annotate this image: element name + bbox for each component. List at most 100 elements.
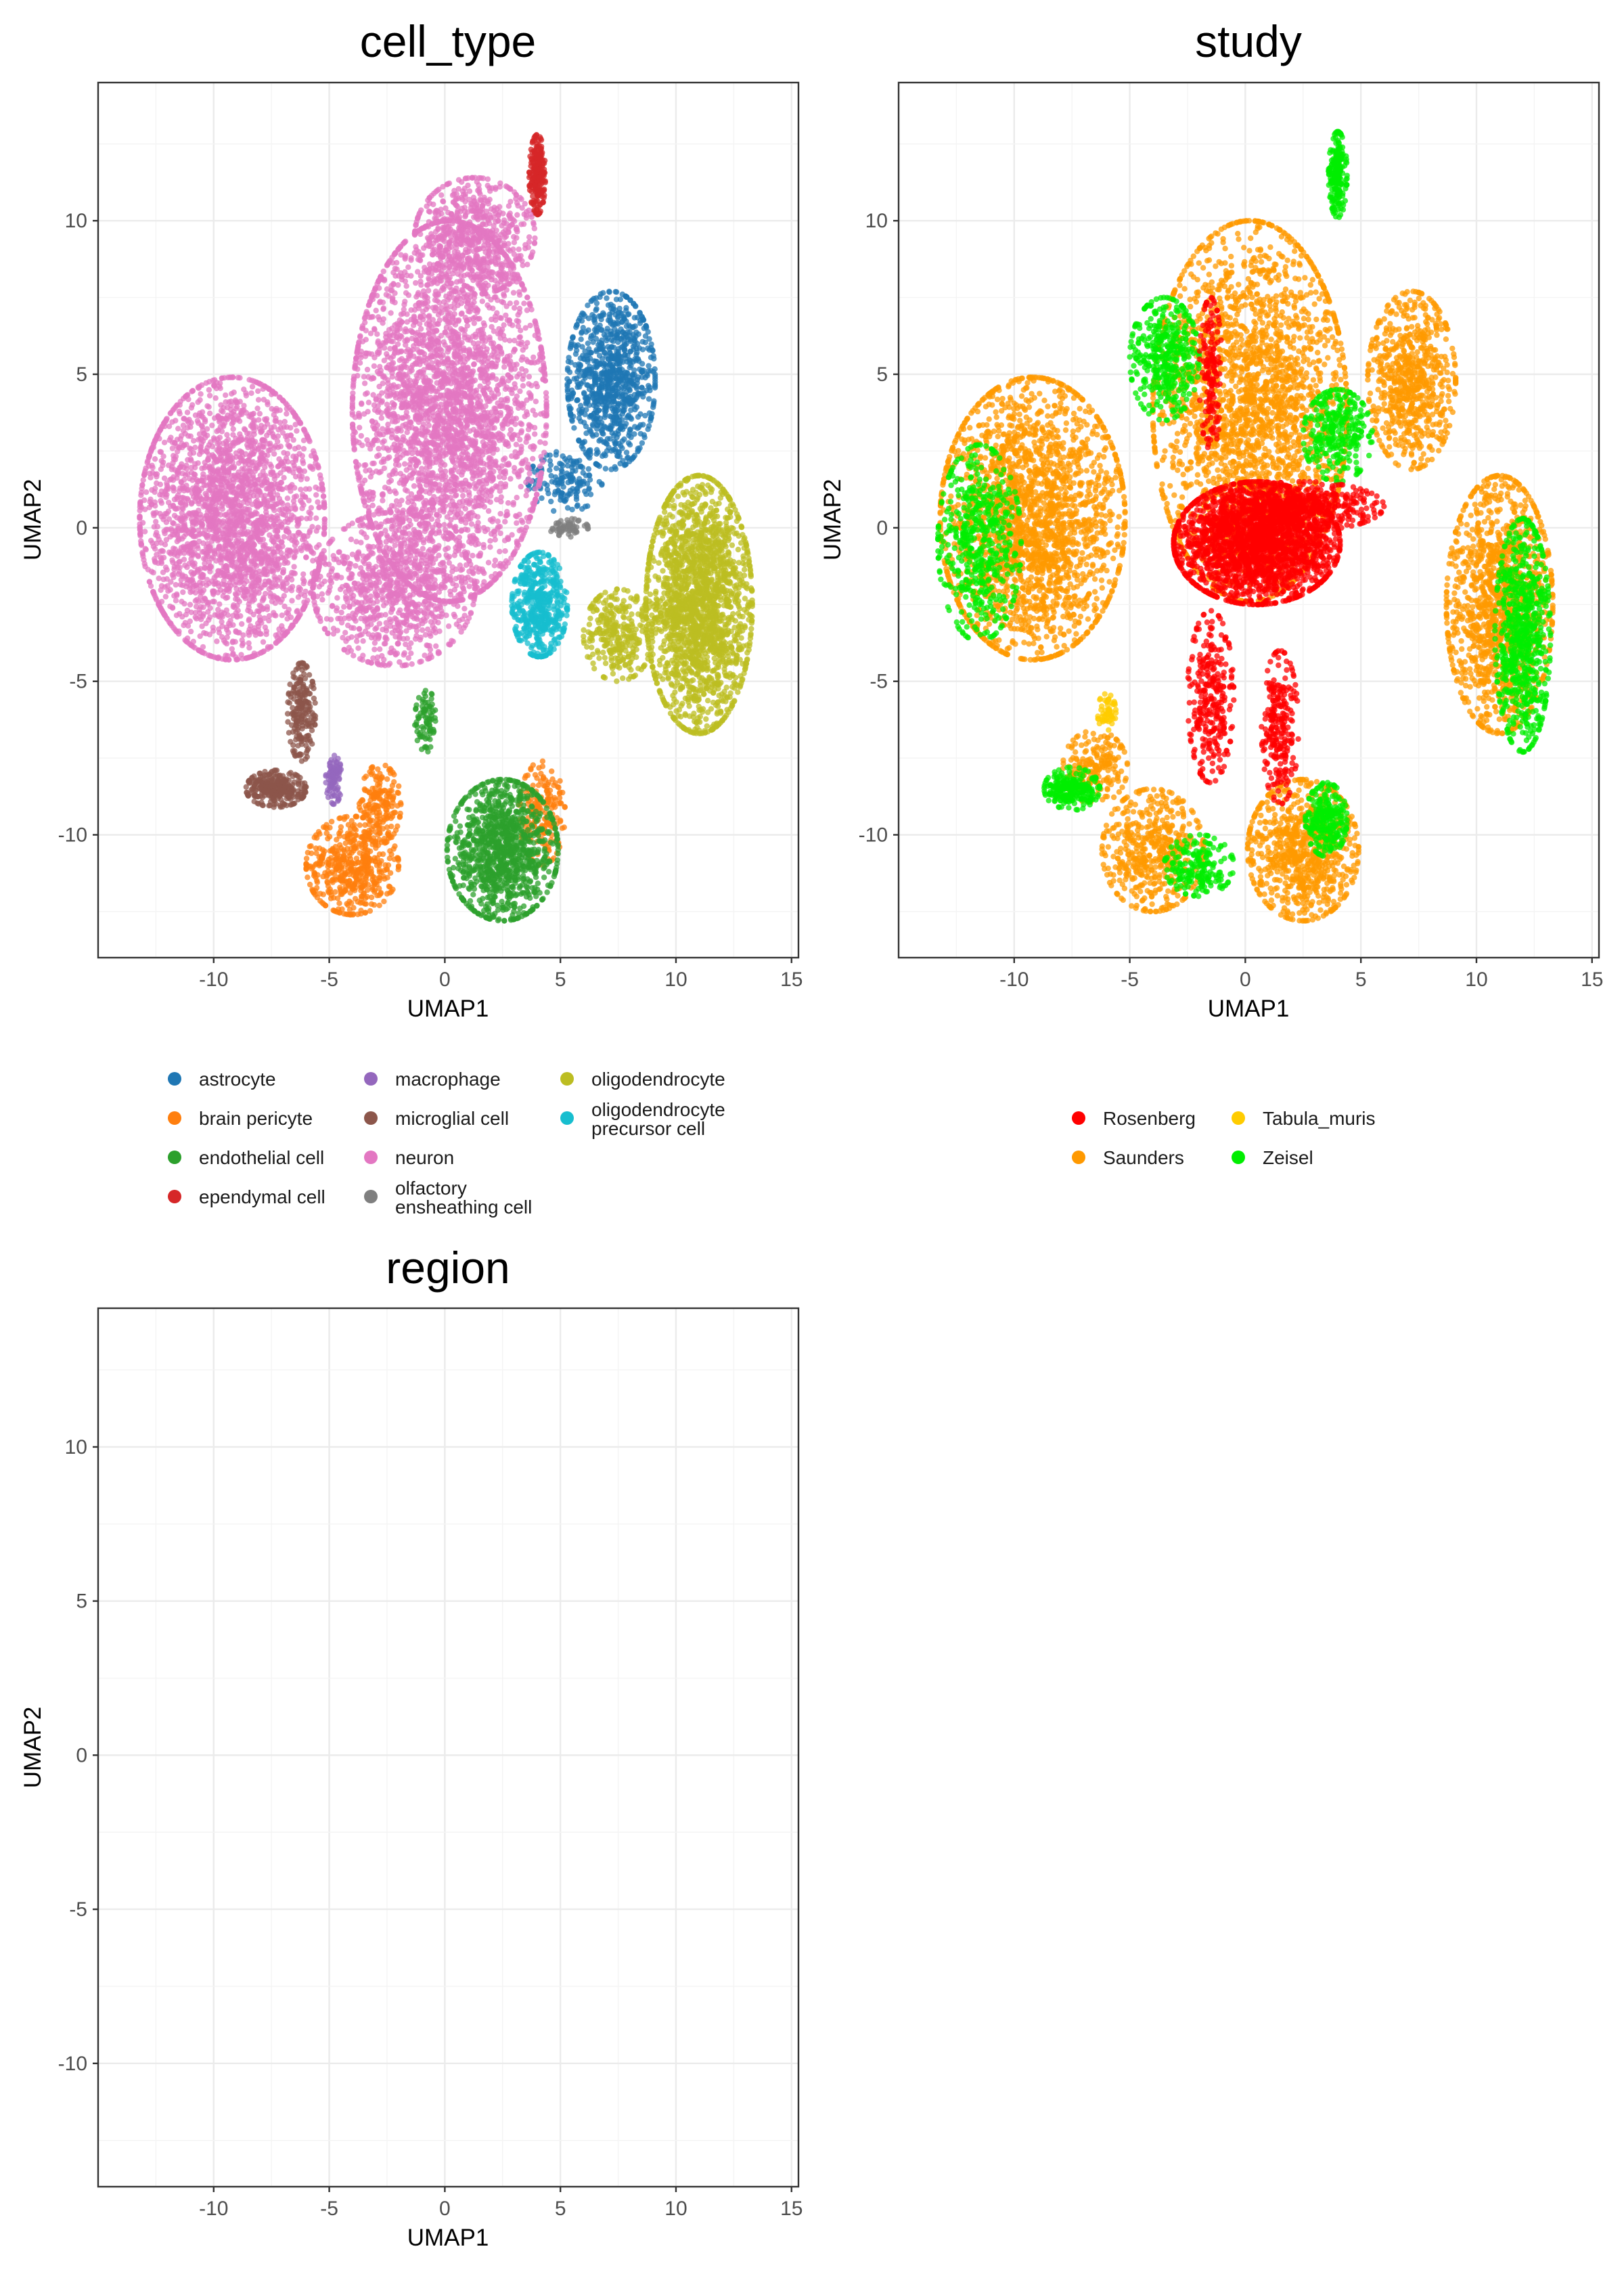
- data-point: [288, 791, 293, 797]
- data-point: [374, 855, 380, 861]
- data-point: [581, 390, 587, 395]
- data-point: [345, 912, 351, 917]
- data-point: [544, 483, 549, 488]
- data-point: [328, 863, 333, 868]
- data-point: [386, 830, 391, 835]
- data-point: [545, 883, 551, 888]
- data-point: [384, 776, 390, 782]
- panel-title: cell_type: [360, 16, 537, 66]
- data-point: [623, 421, 629, 426]
- data-point: [567, 370, 572, 375]
- data-point: [374, 813, 380, 819]
- data-point: [643, 323, 648, 328]
- data-point: [255, 388, 261, 394]
- data-point: [626, 412, 631, 418]
- data-point: [323, 774, 328, 779]
- data-point: [582, 368, 587, 374]
- data-point: [384, 867, 389, 872]
- data-point: [467, 873, 472, 878]
- data-point: [495, 852, 500, 857]
- data-point: [510, 916, 516, 922]
- data-point: [549, 776, 555, 782]
- data-point: [362, 901, 367, 906]
- data-point: [586, 487, 591, 492]
- data-point: [495, 803, 501, 808]
- data-point: [297, 677, 302, 683]
- data-point: [526, 839, 531, 844]
- data-point: [309, 851, 314, 856]
- data-point: [355, 899, 360, 904]
- data-point: [540, 759, 545, 764]
- data-point: [314, 878, 319, 883]
- data-point: [461, 883, 466, 888]
- data-point: [562, 498, 568, 504]
- data-point: [525, 855, 531, 861]
- data-point: [591, 358, 597, 363]
- data-point: [152, 456, 158, 462]
- data-point: [423, 694, 428, 699]
- data-point: [353, 832, 359, 838]
- data-point: [500, 870, 505, 875]
- data-point: [303, 688, 309, 693]
- data-point: [510, 835, 516, 841]
- data-point: [498, 878, 503, 883]
- data-point: [495, 907, 501, 912]
- data-point: [537, 811, 543, 816]
- data-point: [432, 707, 438, 713]
- data-point: [297, 711, 302, 716]
- data-point: [514, 839, 520, 845]
- data-point: [425, 735, 430, 740]
- data-point: [352, 845, 357, 851]
- data-point: [262, 787, 267, 793]
- data-point: [585, 359, 590, 364]
- data-point: [574, 348, 579, 353]
- data-point: [502, 825, 508, 830]
- data-point: [623, 370, 628, 375]
- data-point: [565, 388, 570, 394]
- data-point: [505, 784, 510, 789]
- data-point: [534, 903, 539, 908]
- data-point: [533, 868, 538, 874]
- data-point: [304, 707, 310, 713]
- data-point: [177, 411, 183, 416]
- data-point: [478, 869, 483, 874]
- data-point: [474, 831, 479, 837]
- data-point: [480, 847, 485, 853]
- data-point: [470, 821, 476, 826]
- data-point: [568, 410, 573, 416]
- data-point: [382, 763, 388, 768]
- data-point: [639, 385, 644, 391]
- data-point: [557, 790, 562, 796]
- data-point: [367, 797, 373, 803]
- data-point: [330, 908, 336, 913]
- data-point: [623, 305, 629, 311]
- data-point: [452, 834, 457, 840]
- data-point: [651, 402, 656, 407]
- data-point: [534, 828, 539, 834]
- data-point: [603, 466, 608, 471]
- data-point: [445, 847, 450, 853]
- data-point: [638, 431, 644, 437]
- data-point: [357, 822, 363, 828]
- data-point: [188, 629, 194, 634]
- data-point: [637, 310, 642, 315]
- data-point: [614, 296, 619, 302]
- data-point: [415, 714, 421, 719]
- data-point: [363, 829, 368, 834]
- data-point: [606, 344, 611, 349]
- data-point: [350, 868, 355, 874]
- data-point: [391, 846, 397, 851]
- data-point: [424, 703, 430, 709]
- data-point: [535, 212, 540, 217]
- data-point: [222, 420, 227, 426]
- data-point: [588, 491, 593, 497]
- data-point: [530, 185, 535, 190]
- data-point: [524, 809, 530, 814]
- data-point: [363, 895, 368, 901]
- data-point: [332, 753, 337, 758]
- data-point: [568, 488, 573, 493]
- data-point: [577, 480, 583, 485]
- data-point: [497, 794, 503, 799]
- data-point: [377, 903, 382, 908]
